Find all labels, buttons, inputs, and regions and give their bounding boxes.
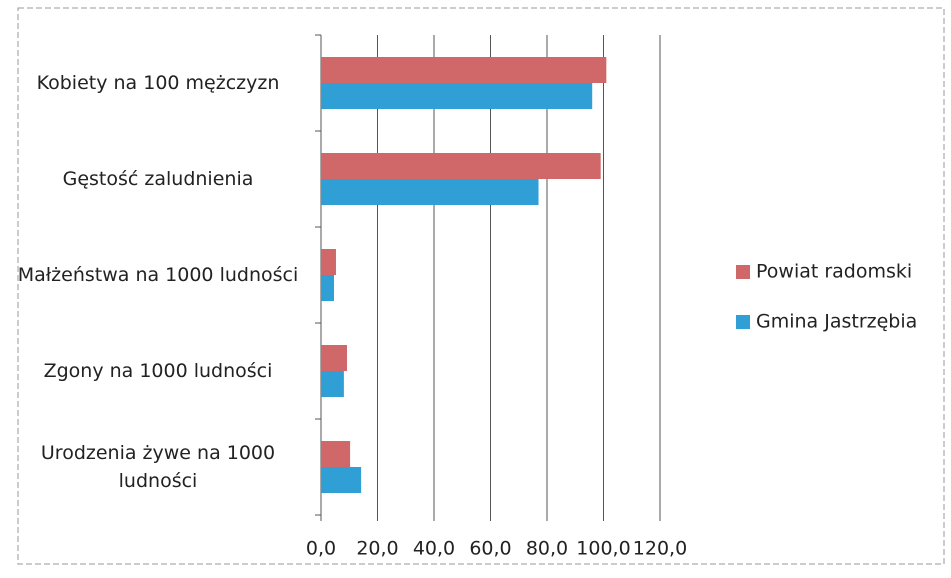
- x-tick-label: 80,0: [526, 538, 568, 560]
- x-tick-label: 20,0: [356, 538, 398, 560]
- chart-frame: [17, 7, 945, 565]
- x-tick-label: 40,0: [413, 538, 455, 560]
- y-tick-label: Kobiety na 100 mężczyzn: [36, 72, 280, 94]
- bar: [321, 467, 362, 493]
- bar: [321, 83, 593, 109]
- bar: [321, 249, 336, 275]
- y-tick-label: Gęstość zaludnienia: [62, 168, 254, 190]
- y-tick-label: Małżeństwa na 1000 ludności: [17, 264, 299, 286]
- bar: [321, 179, 539, 205]
- x-tick-label: 120,0: [633, 538, 687, 560]
- x-tick-label: 100,0: [576, 538, 630, 560]
- bar: [321, 275, 334, 301]
- bar: [321, 153, 601, 179]
- legend-label: Gmina Jastrzębia: [756, 311, 917, 333]
- x-tick-label: 60,0: [469, 538, 511, 560]
- bar: [321, 57, 607, 83]
- bar: [321, 371, 344, 397]
- x-tick-label: 0,0: [306, 538, 336, 560]
- y-tick-label: Zgony na 1000 ludności: [43, 360, 273, 382]
- legend-swatch: [736, 265, 750, 279]
- bar: [321, 441, 351, 467]
- y-tick-label: Urodzenia żywe na 1000 ludności: [40, 442, 276, 492]
- legend-label: Powiat radomski: [756, 261, 912, 283]
- bar: [321, 345, 347, 371]
- legend-swatch: [736, 315, 750, 329]
